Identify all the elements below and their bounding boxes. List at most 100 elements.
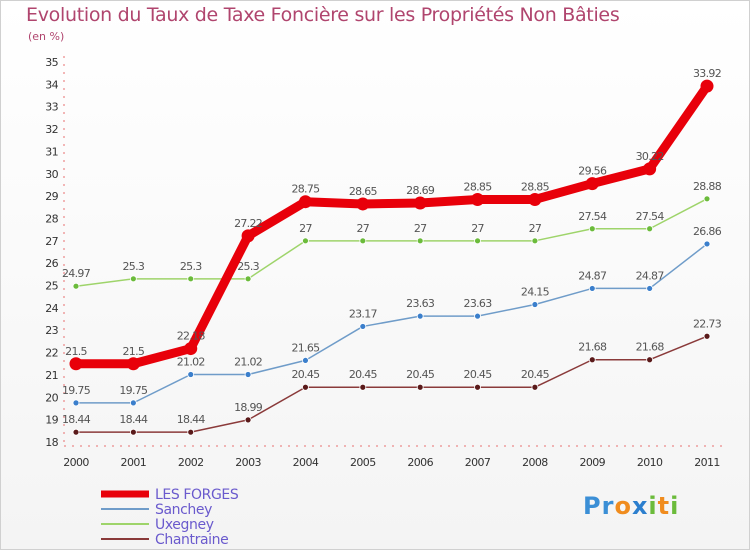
data-label: 27.54 bbox=[578, 210, 607, 223]
x-tick-label: 2010 bbox=[637, 456, 663, 469]
data-label: 25.3 bbox=[180, 260, 202, 273]
data-point bbox=[244, 371, 252, 378]
data-label: 27 bbox=[471, 222, 484, 235]
data-label: 20.45 bbox=[521, 368, 550, 381]
data-label: 20.45 bbox=[406, 368, 435, 381]
data-point bbox=[416, 237, 424, 245]
data-label: 19.75 bbox=[119, 384, 148, 397]
data-point bbox=[646, 225, 654, 233]
logo-letter: i bbox=[670, 492, 680, 520]
data-label: 21.68 bbox=[636, 341, 665, 354]
series-line bbox=[71, 81, 712, 369]
data-label: 26.86 bbox=[693, 225, 722, 238]
data-point bbox=[129, 428, 137, 436]
data-label: 21.5 bbox=[65, 345, 87, 358]
legend-entry-label: LES FORGES bbox=[155, 487, 239, 503]
y-tick-label: 27 bbox=[45, 235, 58, 248]
data-label: 27 bbox=[414, 222, 427, 235]
data-label: 21.68 bbox=[578, 341, 607, 354]
x-tick-label: 2007 bbox=[465, 456, 491, 469]
legend-entry-label: Chantraine bbox=[155, 532, 228, 548]
data-point bbox=[585, 177, 599, 191]
y-tick-label: 28 bbox=[45, 212, 58, 225]
data-point bbox=[129, 399, 137, 407]
y-tick-label: 34 bbox=[45, 78, 58, 91]
data-label: 28.75 bbox=[291, 183, 320, 196]
data-point bbox=[359, 323, 367, 330]
data-point bbox=[244, 416, 252, 424]
y-tick-label: 23 bbox=[45, 324, 58, 337]
data-point bbox=[72, 428, 80, 436]
data-point bbox=[187, 275, 195, 283]
data-label: 21.5 bbox=[123, 345, 145, 358]
data-label: 25.3 bbox=[237, 260, 259, 273]
data-point bbox=[298, 195, 312, 209]
data-point bbox=[302, 237, 309, 245]
data-point bbox=[703, 195, 711, 203]
data-point bbox=[703, 240, 711, 248]
data-label: 22.18 bbox=[177, 330, 206, 343]
data-label: 23.17 bbox=[349, 307, 378, 320]
data-label: 18.44 bbox=[62, 413, 91, 426]
data-point bbox=[474, 383, 481, 391]
data-point bbox=[531, 301, 539, 308]
data-label: 27.54 bbox=[636, 210, 665, 223]
logo-letter: P bbox=[583, 492, 602, 520]
data-label: 22.73 bbox=[693, 317, 722, 330]
data-label: 21.65 bbox=[291, 341, 320, 354]
y-tick-label: 33 bbox=[45, 101, 58, 114]
data-label: 27.22 bbox=[234, 217, 262, 230]
data-point bbox=[474, 312, 481, 320]
y-tick-label: 21 bbox=[45, 369, 58, 382]
data-label: 27 bbox=[529, 222, 542, 235]
data-label: 27 bbox=[299, 222, 312, 235]
data-label: 30.22 bbox=[636, 150, 664, 163]
x-tick-label: 2011 bbox=[694, 456, 720, 469]
data-point bbox=[588, 225, 596, 233]
chart-unit-label: (en %) bbox=[28, 30, 65, 43]
data-point bbox=[187, 371, 195, 378]
y-tick-label: 26 bbox=[45, 257, 58, 270]
data-point bbox=[646, 285, 654, 292]
data-point bbox=[184, 342, 198, 356]
data-point bbox=[69, 357, 83, 371]
data-point bbox=[359, 383, 367, 391]
data-label: 25.3 bbox=[123, 260, 145, 273]
x-tick-label: 2008 bbox=[522, 456, 548, 469]
data-label: 21.02 bbox=[177, 355, 205, 368]
x-tick-label: 2000 bbox=[63, 456, 89, 469]
y-tick-label: 19 bbox=[45, 414, 58, 427]
data-label: 28.85 bbox=[521, 180, 550, 193]
data-point bbox=[700, 79, 714, 93]
data-point bbox=[531, 237, 539, 245]
data-label: 23.63 bbox=[464, 297, 493, 310]
x-tick-label: 2002 bbox=[178, 456, 204, 469]
logo-letter: o bbox=[614, 492, 632, 520]
data-label: 28.85 bbox=[464, 180, 493, 193]
logo-letter: t bbox=[657, 492, 671, 520]
data-point bbox=[72, 399, 80, 407]
y-tick-label: 20 bbox=[45, 391, 58, 404]
data-point bbox=[643, 162, 657, 176]
y-tick-label: 29 bbox=[45, 190, 58, 203]
data-point bbox=[129, 275, 137, 283]
y-tick-label: 32 bbox=[45, 123, 58, 136]
data-label: 24.97 bbox=[62, 267, 91, 280]
x-tick-label: 2004 bbox=[293, 456, 319, 469]
data-label: 20.45 bbox=[349, 368, 378, 381]
data-point bbox=[359, 237, 367, 245]
legend-entry-label: Uxegney bbox=[155, 517, 214, 533]
data-label: 24.15 bbox=[521, 286, 550, 299]
data-point bbox=[646, 356, 654, 364]
logo-letter: x bbox=[631, 492, 649, 520]
data-point bbox=[528, 192, 542, 206]
data-label: 24.87 bbox=[578, 269, 607, 282]
y-tick-label: 18 bbox=[45, 436, 58, 449]
data-point bbox=[703, 332, 711, 340]
data-label: 28.65 bbox=[349, 185, 378, 198]
data-point bbox=[416, 312, 424, 320]
data-label: 33.92 bbox=[693, 67, 721, 80]
data-point bbox=[187, 428, 195, 436]
series-line bbox=[75, 243, 708, 404]
